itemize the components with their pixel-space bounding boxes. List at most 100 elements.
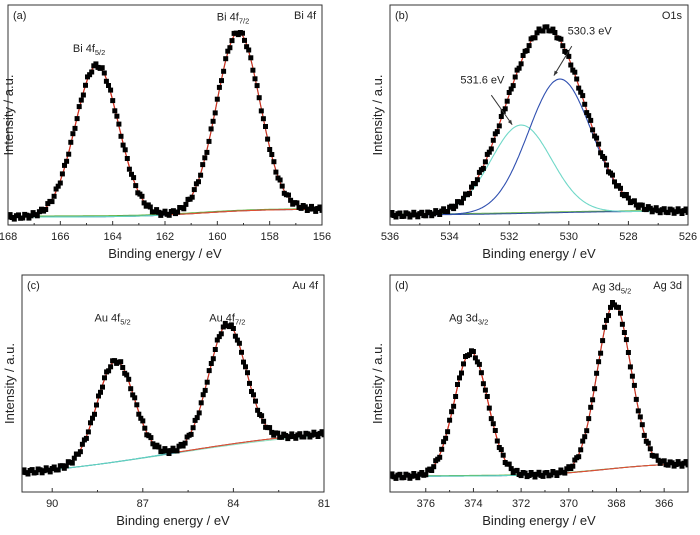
data-point [298, 205, 304, 211]
data-point [98, 389, 103, 395]
data-point [181, 206, 187, 212]
data-point [294, 200, 300, 206]
data-point [419, 209, 425, 215]
data-point [302, 204, 308, 210]
data-point [639, 422, 645, 428]
data-point [502, 106, 508, 112]
data-point [669, 460, 675, 466]
data-point [496, 123, 502, 129]
data-point [574, 76, 580, 82]
element-label: O1s [662, 10, 683, 22]
data-point [68, 139, 74, 145]
data-point [447, 417, 453, 423]
data-point [232, 333, 238, 339]
data-point [214, 96, 220, 102]
annotation-arrow [490, 94, 513, 125]
data-point [580, 93, 586, 99]
data-point [484, 394, 490, 399]
data-point [279, 434, 285, 440]
data-point [242, 37, 247, 43]
data-point [618, 185, 623, 191]
data-point [255, 407, 261, 413]
data-point [612, 179, 617, 185]
panel-3: 90 87 84 81 Binding energy / eV Intensity / a… [2, 274, 330, 528]
y-axis-label: Intensity / a.u. [2, 343, 17, 424]
data-point [453, 203, 459, 209]
data-point [112, 108, 118, 114]
data-point [70, 131, 76, 137]
data-point [669, 207, 675, 213]
data-point [526, 473, 532, 478]
experimental-points [390, 300, 688, 481]
data-point [596, 141, 602, 147]
data-point [243, 364, 248, 370]
data-point [540, 473, 546, 479]
data-point [130, 392, 136, 398]
data-point [647, 205, 653, 211]
data-point [57, 180, 63, 186]
data-point [415, 214, 421, 220]
envelope-line [390, 303, 688, 477]
data-point [627, 364, 633, 370]
data-point [287, 434, 293, 440]
x-tick-label: 376 [417, 498, 435, 510]
data-point [608, 304, 613, 310]
data-point [204, 379, 210, 385]
data-point [43, 207, 49, 212]
data-point [459, 370, 464, 376]
data-point [397, 471, 403, 477]
x-tick-label: 366 [655, 498, 673, 510]
component-peak-1 [22, 360, 324, 473]
x-tick-label: 374 [464, 498, 482, 510]
data-point [552, 470, 558, 476]
data-point [245, 370, 250, 376]
data-point [512, 74, 518, 80]
data-point [472, 355, 478, 361]
data-point [629, 373, 635, 379]
data-point [443, 435, 449, 441]
plot-frame [7, 4, 323, 226]
data-point [474, 177, 480, 183]
data-point [156, 444, 162, 450]
data-point [229, 38, 235, 44]
x-tick-label: 84 [227, 498, 239, 510]
data-point [24, 212, 30, 218]
data-point [482, 387, 488, 393]
data-point [445, 429, 451, 435]
data-point [273, 169, 279, 175]
arrow-head [553, 70, 558, 76]
data-point [514, 467, 520, 473]
data-point [230, 326, 236, 331]
data-point [498, 447, 504, 453]
data-point [225, 48, 231, 54]
data-point [120, 142, 126, 148]
data-point [240, 30, 245, 36]
data-point [582, 434, 588, 440]
data-point [227, 45, 233, 51]
data-point [234, 337, 240, 343]
x-tick-label: 156 [313, 231, 331, 243]
data-point [451, 403, 457, 409]
data-point [126, 166, 132, 172]
data-point [99, 65, 105, 71]
panel-label: (b) [395, 10, 408, 22]
panel-2: 536 534 532 530 528 526 Binding energy / eV Int… [370, 4, 697, 261]
x-tick-label: 534 [440, 231, 458, 243]
data-point [100, 384, 105, 390]
peak-label: Bi 4f5/2 [73, 43, 105, 57]
element-label: Bi 4f [294, 10, 317, 22]
data-point [208, 126, 214, 132]
data-point [419, 470, 425, 475]
data-point [28, 213, 34, 219]
peak-label: 530.3 eV [568, 25, 613, 37]
data-point [204, 149, 210, 155]
data-point [112, 358, 118, 364]
data-point [210, 356, 216, 362]
data-point [467, 352, 472, 358]
data-point [508, 86, 514, 92]
data-point [635, 408, 641, 414]
data-point [590, 127, 596, 133]
data-point [208, 361, 214, 366]
data-point [641, 432, 647, 438]
data-point [490, 421, 496, 427]
